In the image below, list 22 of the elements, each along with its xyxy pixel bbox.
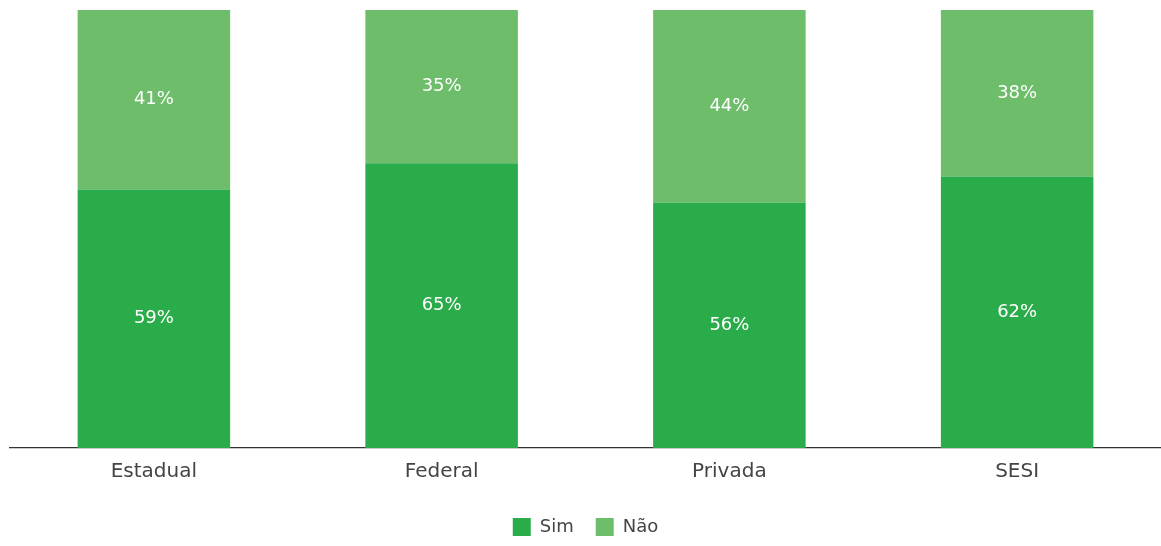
data-label: 41% [133, 87, 174, 109]
legend-label: Não [622, 514, 659, 536]
data-label: 65% [421, 293, 462, 315]
data-label: 38% [997, 80, 1038, 102]
bar [365, 10, 518, 164]
bar [653, 202, 806, 448]
data-label: 44% [709, 94, 750, 116]
data-label: 62% [997, 299, 1038, 321]
bar [940, 10, 1094, 177]
x-tick-label: Privada [692, 458, 767, 483]
data-label: 35% [421, 74, 462, 96]
x-tick-label: Federal [404, 458, 479, 483]
x-tick-label: SESI [995, 458, 1040, 483]
data-label: 56% [709, 313, 750, 335]
bar [940, 176, 1094, 448]
bar [77, 189, 231, 448]
legend-label: Sim [539, 514, 574, 536]
bar [653, 10, 806, 203]
bar [77, 10, 231, 190]
bar [365, 163, 518, 448]
x-tick-label: Estadual [110, 458, 198, 483]
data-label: 59% [133, 306, 174, 328]
